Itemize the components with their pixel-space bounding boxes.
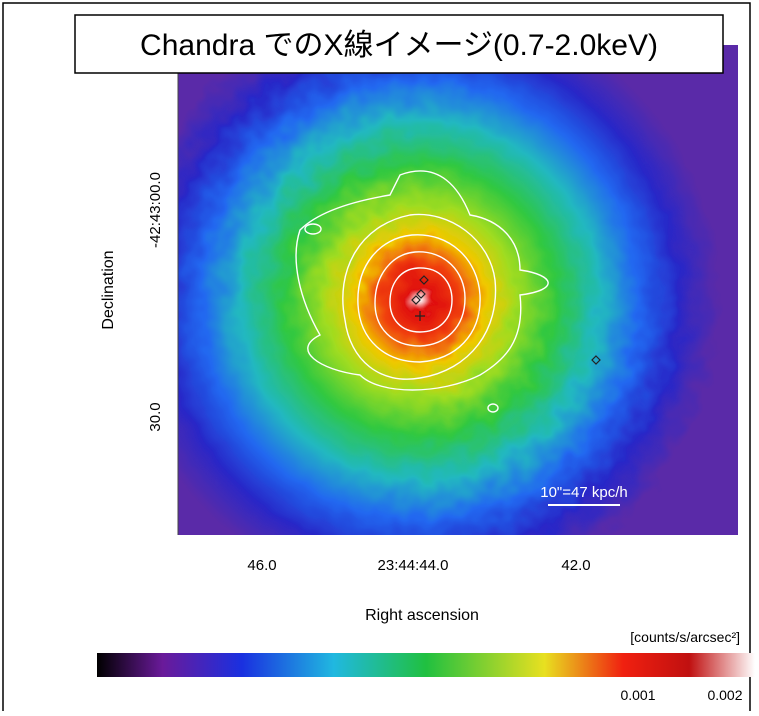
colorbar-tick-label: 0.002 bbox=[707, 687, 742, 703]
y-axis-label: Declination bbox=[100, 250, 117, 329]
contours bbox=[295, 170, 549, 413]
colorbar-label: [counts/s/arcsec²] bbox=[630, 629, 740, 645]
scale-bar-label: 10"=47 kpc/h bbox=[540, 484, 627, 501]
x-tick-label: 42.0 bbox=[561, 557, 590, 574]
title: Chandra でのX線イメージ(0.7-2.0keV) bbox=[140, 29, 658, 62]
x-tick-label: 23:44:44.0 bbox=[378, 557, 449, 574]
y-tick-label: 30.0 bbox=[147, 402, 164, 431]
markers bbox=[411, 275, 601, 365]
y-tick-label: -42:43:00.0 bbox=[147, 172, 164, 248]
colorbar-tick-label: 0.001 bbox=[620, 687, 655, 703]
x-ray-image: 10"=47 kpc/h bbox=[168, 35, 748, 545]
colorbar bbox=[97, 653, 755, 677]
title-box bbox=[74, 14, 724, 74]
x-axis-label: Right ascension bbox=[365, 607, 479, 624]
x-tick-label: 46.0 bbox=[247, 557, 276, 574]
frame bbox=[2, 2, 751, 711]
